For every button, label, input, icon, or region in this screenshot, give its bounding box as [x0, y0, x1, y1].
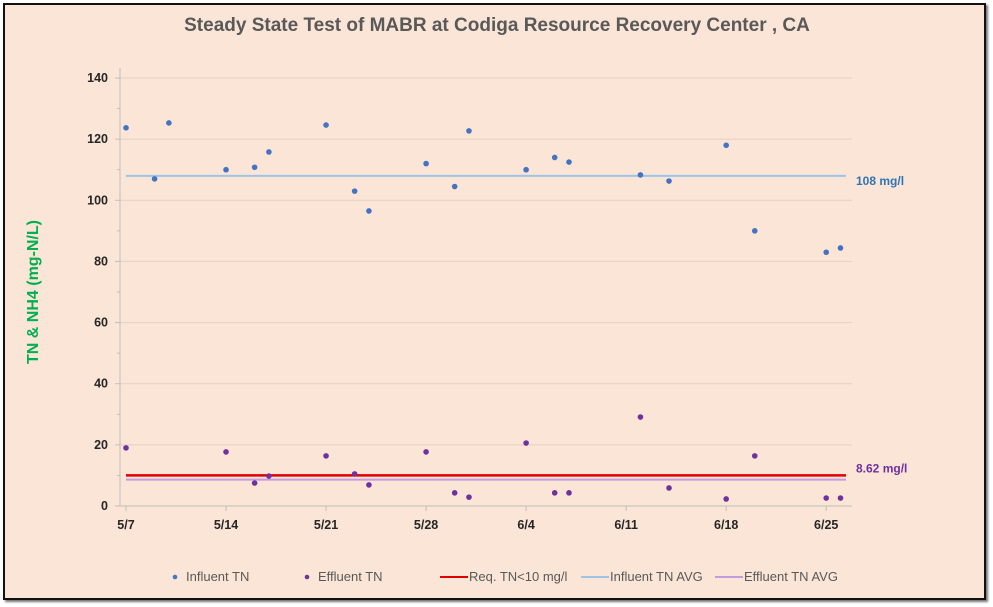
y-tick-label: 60 — [94, 316, 108, 330]
influent-point — [751, 228, 758, 234]
influent-point — [551, 154, 558, 161]
chart-title: Steady State Test of MABR at Codiga Reso… — [184, 15, 810, 36]
effluent-point — [223, 449, 229, 455]
influent-point — [666, 178, 672, 184]
y-tick-label: 20 — [94, 438, 108, 452]
effluent-point — [423, 449, 429, 455]
effluent-point — [123, 445, 129, 451]
effluent-point — [251, 480, 258, 486]
tick-labels: 0 20 40 60 80 100 120 140 5/7 5/14 5/21 5/28 6/4 6/11… — [87, 71, 838, 532]
annotation-label: 108 mg/l — [856, 174, 904, 188]
legend-label: Effluent TN AVG — [744, 569, 838, 584]
influent-point — [166, 120, 172, 126]
x-tick-label: 5/28 — [414, 518, 438, 532]
annotation-label: 8.62 mg/l — [856, 462, 907, 476]
reference-lines — [126, 174, 846, 481]
effluent-point — [366, 482, 372, 488]
x-tick-label: 6/11 — [614, 518, 638, 532]
legend-label: Influent TN AVG — [610, 569, 703, 584]
legend: Influent TN Effluent TN Req. TN<10 mg/l Inf… — [172, 569, 838, 584]
influent-point — [123, 125, 129, 131]
effluent-point — [451, 490, 458, 496]
influent-point — [266, 149, 272, 155]
influent-point — [323, 122, 329, 128]
effluent-point — [666, 485, 672, 491]
x-tick-label: 6/25 — [814, 518, 838, 532]
effluent-point — [466, 494, 472, 500]
data-points — [123, 120, 844, 502]
influent-point — [637, 172, 644, 178]
legend-marker — [172, 574, 178, 580]
effluent-point — [823, 495, 830, 501]
influent-point — [423, 160, 429, 167]
effluent-point — [837, 495, 844, 501]
y-tick-label: 140 — [87, 71, 108, 85]
influent-point — [523, 166, 529, 173]
y-tick-label: 40 — [94, 377, 108, 391]
influent-point — [223, 166, 229, 173]
x-tick-label: 5/14 — [214, 518, 238, 532]
influent-point — [566, 159, 572, 165]
y-axis-label: TN & NH4 (mg-N/L) — [25, 220, 42, 364]
y-tick-label: 120 — [87, 132, 108, 146]
effluent-point — [637, 414, 644, 420]
effluent-point — [523, 440, 529, 446]
influent-point — [837, 245, 844, 251]
influent-point — [823, 249, 830, 256]
effluent-point — [266, 473, 272, 479]
effluent-point — [566, 490, 572, 496]
influent-point — [451, 183, 458, 190]
x-tick-label: 5/7 — [117, 518, 134, 532]
legend-label: Influent TN — [186, 569, 249, 584]
y-tick-label: 80 — [94, 254, 108, 268]
effluent-point — [351, 471, 358, 477]
x-tick-label: 6/4 — [517, 518, 534, 532]
x-tick-label: 6/18 — [714, 518, 738, 532]
y-tick-label: 100 — [87, 193, 108, 207]
influent-point — [351, 188, 358, 194]
axes — [115, 68, 852, 511]
influent-point — [723, 142, 729, 149]
y-tick-label: 0 — [101, 499, 108, 513]
gridlines — [120, 77, 852, 446]
legend-label: Req. TN<10 mg/l — [469, 569, 568, 584]
influent-point — [151, 176, 158, 182]
influent-point — [251, 164, 258, 171]
effluent-point — [751, 453, 758, 459]
effluent-point — [323, 453, 329, 459]
legend-marker — [304, 574, 310, 580]
x-tick-label: 5/21 — [314, 518, 338, 532]
effluent-point — [551, 490, 558, 496]
effluent-point — [723, 496, 729, 502]
annotations: 108 mg/l 8.62 mg/l — [856, 174, 907, 476]
chart-frame — [3, 3, 986, 600]
influent-point — [466, 128, 472, 134]
legend-label: Effluent TN — [318, 569, 383, 584]
influent-point — [366, 208, 372, 214]
